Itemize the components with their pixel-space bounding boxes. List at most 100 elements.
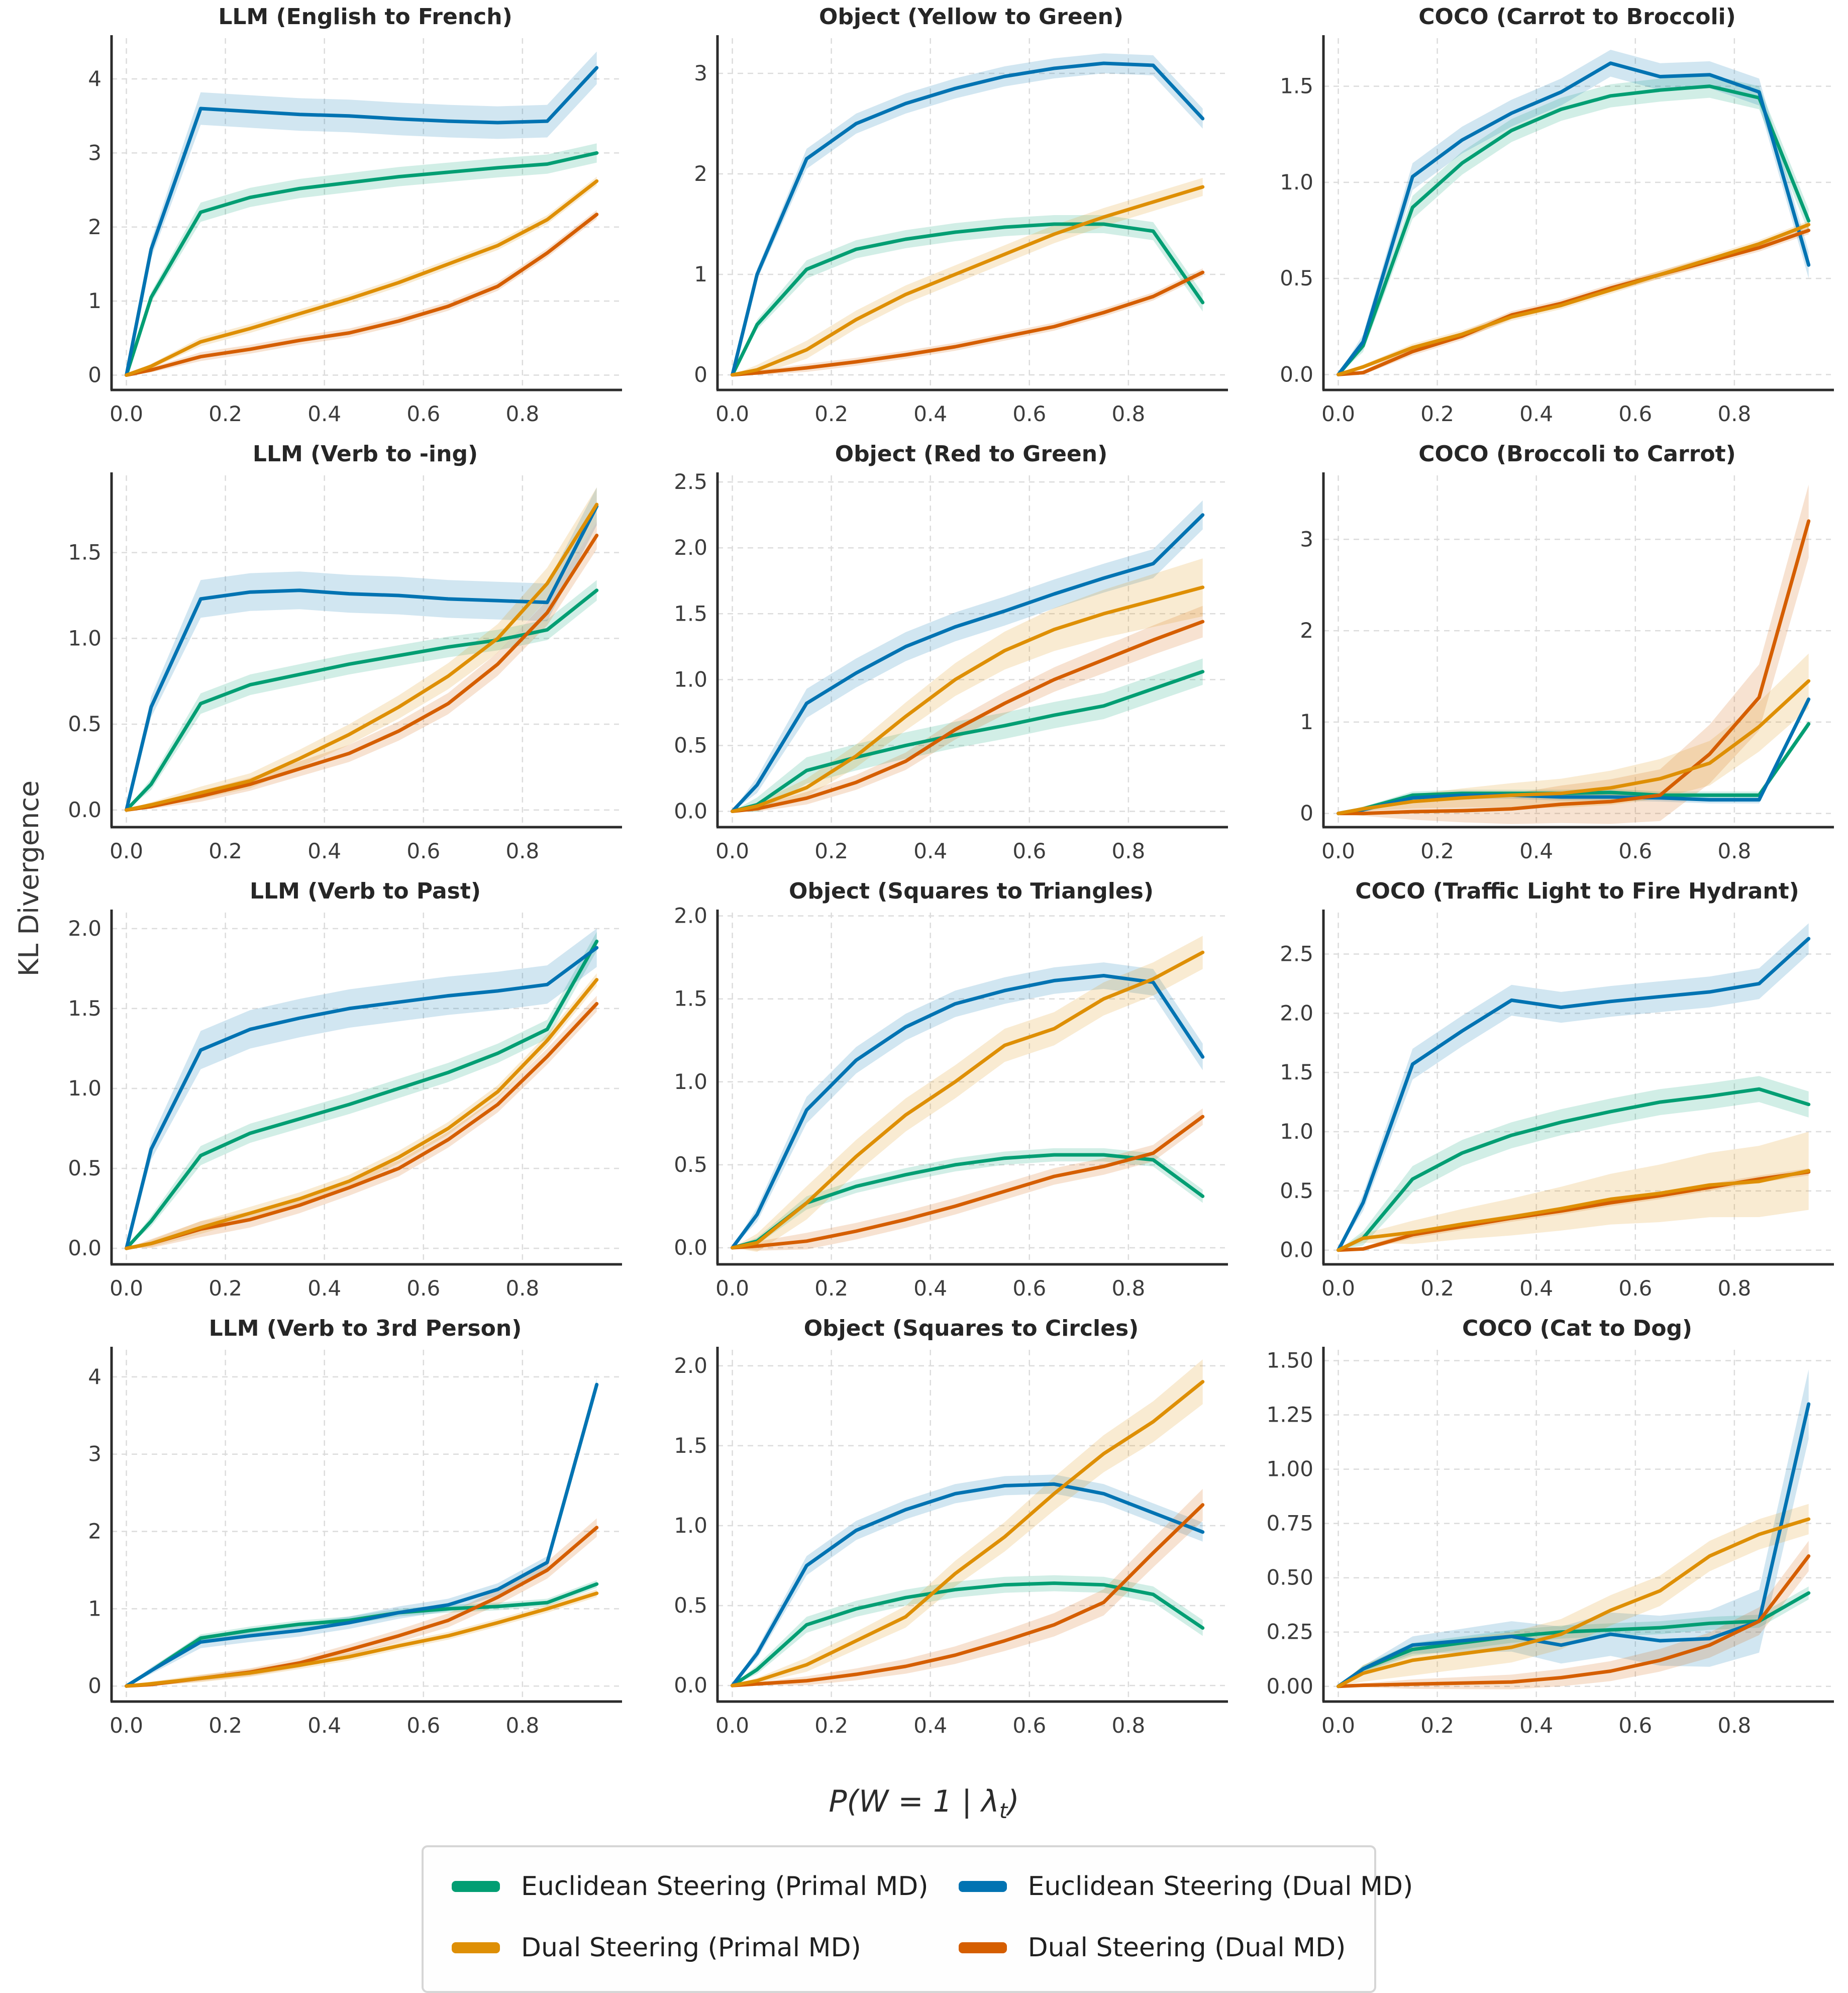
chart-title: COCO (Broccoli to Carrot) [1418,441,1736,467]
y-tick-label: 1.0 [68,1076,101,1101]
x-tick-label: 0.8 [1717,839,1751,863]
y-tick-label: 0 [88,363,101,387]
line-green [1337,1591,1811,1688]
y-tick-label: 1.00 [1266,1457,1313,1481]
y-tick-label: 1.5 [674,1433,707,1458]
line-gold [125,179,599,377]
line-gold [1337,223,1811,376]
x-tick-label: 0.2 [209,1713,242,1738]
y-tick-label: 2 [88,1519,101,1544]
y-tick-label: 4 [88,1364,101,1389]
x-tick-label: 0.0 [110,1276,143,1301]
y-tick-label: 0.5 [68,712,101,736]
chart-title: COCO (Cat to Dog) [1462,1316,1692,1341]
band-green [126,143,597,375]
chart-svg: 0 1 2 3 0.0 0.2 0.4 0.6 0.8 COCO (Broccoli to Car… [1300,441,1834,863]
subplot-0: 0 1 2 3 4 0.0 0.2 0.4 0.6 0.8 LLM (English to Fren… [30,2,636,439]
band-blue [732,500,1203,812]
legend-label: Euclidean Steering (Dual MD) [1028,1871,1413,1902]
band-gold [732,558,1203,812]
y-tick-label: 1.0 [68,626,101,650]
line-green [125,939,599,1250]
line-green [731,670,1205,813]
line-blue [1337,937,1811,1252]
subplot-2: 0.0 0.5 1.0 1.5 0.0 0.2 0.4 0.6 0.8 COCO (Carrot … [1242,2,1848,439]
line-gold [125,978,599,1250]
band-red [1338,484,1809,824]
line-gold [731,1380,1205,1687]
x-tick-label: 0.2 [209,402,242,426]
band-green [1338,1076,1809,1250]
chart-title: LLM (Verb to 3rd Person) [209,1316,522,1341]
line-blue [1337,61,1811,376]
chart-title: LLM (Verb to -ing) [253,441,478,467]
chart-title: LLM (Verb to Past) [250,878,481,904]
line-blue [731,974,1205,1250]
subplot-5: 0 1 2 3 0.0 0.2 0.4 0.6 0.8 COCO (Broccoli to Car… [1242,439,1848,876]
band-green [126,1580,597,1686]
line-blue [125,505,599,812]
band-blue [1338,1369,1809,1686]
legend-item-dual-primal: Dual Steering (Primal MD) [452,1933,929,1963]
x-tick-label: 0.4 [1519,402,1553,426]
x-tick-label: 0.0 [715,402,749,426]
x-tick-label: 0.0 [715,1276,749,1301]
x-tick-label: 0.4 [913,402,947,426]
y-tick-label: 0.25 [1266,1620,1313,1644]
x-tick-label: 0.8 [1717,1276,1751,1301]
x-tick-label: 0.0 [110,402,143,426]
y-tick-label: 4 [88,66,101,91]
y-tick-label: 0.0 [674,1673,707,1698]
legend-label: Dual Steering (Primal MD) [521,1933,861,1963]
x-tick-label: 0.4 [1519,839,1553,863]
band-blue [732,962,1203,1248]
y-tick-label: 0.5 [68,1156,101,1180]
chart-svg: 0.0 0.5 1.0 1.5 2.0 2.5 0.0 0.2 0.4 0.6 0.8 COCO (T… [1280,878,1834,1301]
x-tick-label: 0.2 [1420,839,1454,863]
y-tick-label: 0.5 [674,1152,707,1177]
y-tick-label: 3 [88,140,101,165]
legend-swatch-red-icon [958,1942,1007,1953]
chart-title: Object (Yellow to Green) [819,4,1123,30]
subplot-3: 0.0 0.5 1.0 1.5 0.0 0.2 0.4 0.6 0.8 LLM (Verb to … [30,439,636,876]
band-blue [126,928,597,1249]
line-red [1337,229,1811,376]
line-green [125,1582,599,1688]
chart-title: Object (Squares to Triangles) [789,878,1154,904]
chart-svg: 0 1 2 3 4 0.0 0.2 0.4 0.6 0.8 LLM (English to Fren… [88,4,622,426]
charts-grid: 0 1 2 3 4 0.0 0.2 0.4 0.6 0.8 LLM (English to Fren… [30,2,1848,1751]
x-tick-label: 0.6 [1012,1276,1046,1301]
y-tick-label: 3 [88,1442,101,1466]
line-red [1337,1554,1811,1688]
y-tick-label: 1.5 [68,996,101,1021]
y-tick-label: 0.0 [674,1235,707,1260]
y-tick-label: 0.5 [674,733,707,757]
y-tick-label: 0.5 [1280,266,1313,290]
x-tick-label: 0.8 [1717,402,1751,426]
x-tick-label: 0.4 [913,1713,947,1738]
chart-svg: 0.0 0.5 1.0 1.5 0.0 0.2 0.4 0.6 0.8 COCO (Carrot … [1280,4,1834,426]
band-blue [732,1474,1203,1686]
y-tick-label: 0.0 [1280,362,1313,386]
line-green [1337,1087,1811,1252]
chart-svg: 0.0 0.5 1.0 1.5 2.0 0.0 0.2 0.4 0.6 0.8 LLM (Verb … [68,878,622,1301]
subplot-1: 0 1 2 3 0.0 0.2 0.4 0.6 0.8 Object (Yellow to Gre… [636,2,1242,439]
x-axis-label-post: ) [1007,1784,1019,1819]
y-tick-label: 0 [88,1673,101,1698]
band-gold [732,1359,1203,1686]
x-tick-label: 0.4 [1519,1276,1553,1301]
line-red [731,270,1205,377]
line-blue [125,66,599,377]
y-tick-label: 0.50 [1266,1565,1313,1590]
y-tick-label: 0.5 [674,1593,707,1618]
x-tick-label: 0.0 [1321,1713,1355,1738]
x-tick-label: 0.2 [814,402,848,426]
line-gold [1337,1517,1811,1688]
y-tick-label: 1.0 [674,1513,707,1538]
x-tick-label: 0.0 [1321,1276,1355,1301]
y-tick-label: 1 [88,288,101,313]
band-green [1338,74,1809,375]
x-tick-label: 0.0 [110,839,143,863]
y-tick-label: 1 [88,1596,101,1621]
x-tick-label: 0.4 [307,839,341,863]
